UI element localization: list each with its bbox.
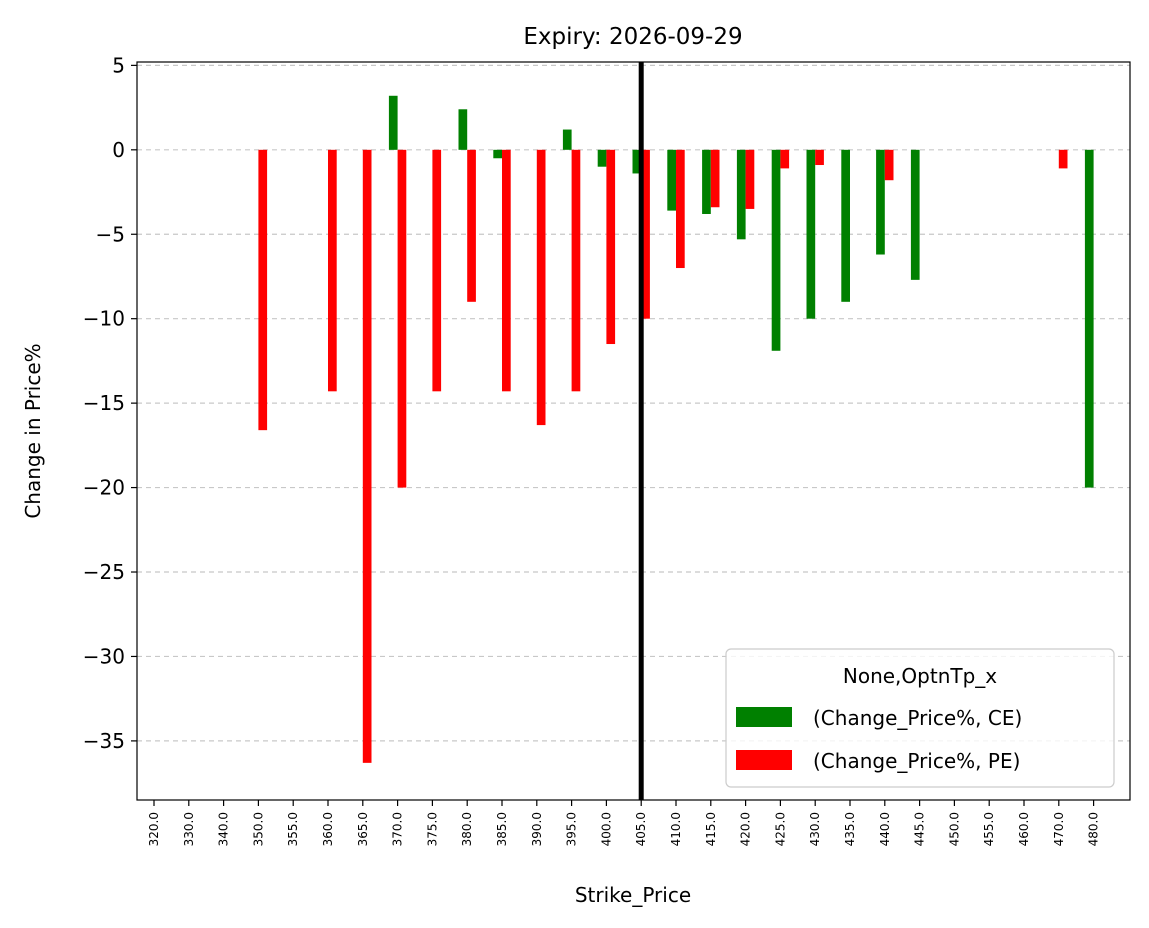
- x-tick-label: 365.0: [356, 812, 370, 846]
- bar-ce-430.0: [806, 149, 816, 319]
- y-tick-label: 0: [112, 138, 125, 162]
- x-tick-label: 430.0: [808, 812, 822, 846]
- bar-ce-410.0: [667, 149, 676, 211]
- bar-ce-440.0: [876, 149, 885, 255]
- chart-title: Expiry: 2026-09-29: [523, 24, 742, 50]
- legend-swatch-ce: [736, 707, 792, 727]
- plot-frame: [136, 61, 1131, 801]
- bar-pe-440.0: [884, 149, 894, 181]
- bar-pe-470.0: [1058, 149, 1068, 169]
- y-tick-label: −15: [83, 391, 125, 415]
- x-tick-label: 390.0: [530, 812, 544, 846]
- x-tick-label: 400.0: [599, 812, 613, 846]
- bar-pe-360.0: [328, 149, 337, 392]
- x-tick-label: 385.0: [495, 812, 509, 846]
- x-tick-label: 425.0: [773, 812, 787, 846]
- bar-ce-445.0: [910, 149, 920, 280]
- legend-label-pe: (Change_Price%, PE): [813, 749, 1020, 773]
- x-tick-label: 455.0: [982, 812, 996, 846]
- bar-pe-400.0: [606, 149, 616, 345]
- bar-pe-380.0: [467, 149, 476, 302]
- bar-pe-390.0: [536, 149, 546, 426]
- legend: None,OptnTp_x (Change_Price%, CE) (Chang…: [725, 648, 1115, 788]
- x-tick-label: 350.0: [251, 812, 265, 846]
- bar-ce-370.0: [388, 95, 398, 150]
- x-tick-label: 415.0: [704, 812, 718, 846]
- x-tick-label: 375.0: [425, 812, 439, 846]
- bar-ce-400.0: [597, 149, 607, 167]
- x-tick-label: 395.0: [565, 812, 579, 846]
- x-axis: 320.0 330.0 340.0 350.0 355.0 360.0 365.0 370.0…: [147, 800, 1101, 846]
- bar-ce-385.0: [493, 149, 502, 159]
- bar-ce-405.0: [632, 149, 642, 174]
- x-tick-label: 480.0: [1087, 812, 1101, 846]
- bar-pe-410.0: [676, 149, 685, 269]
- x-tick-label: 405.0: [634, 812, 648, 846]
- legend-swatch-pe: [736, 750, 792, 770]
- bar-ce-435.0: [841, 149, 850, 302]
- x-tick-label: 440.0: [878, 812, 892, 846]
- y-tick-label: −25: [83, 560, 125, 584]
- bar-pe-425.0: [780, 149, 790, 169]
- legend-frame: [725, 648, 1115, 788]
- x-tick-label: 370.0: [391, 812, 405, 846]
- x-tick-label: 360.0: [321, 812, 335, 846]
- x-tick-label: 445.0: [913, 812, 927, 846]
- x-tick-label: 330.0: [182, 812, 196, 846]
- bar-pe-370.0: [397, 149, 407, 488]
- y-tick-label: −5: [96, 222, 125, 246]
- bar-ce-480.0: [1084, 149, 1094, 488]
- bar-ce-395.0: [562, 129, 572, 150]
- bar-pe-405.0: [641, 149, 650, 319]
- x-tick-label: 355.0: [286, 812, 300, 846]
- x-tick-label: 470.0: [1052, 812, 1066, 846]
- legend-label-ce: (Change_Price%, CE): [813, 706, 1022, 730]
- x-tick-label: 380.0: [460, 812, 474, 846]
- bar-pe-385.0: [502, 149, 511, 392]
- bar-pe-415.0: [710, 149, 720, 208]
- x-tick-label: 435.0: [843, 812, 857, 846]
- y-tick-label: 5: [112, 53, 125, 77]
- x-tick-label: 460.0: [1017, 812, 1031, 846]
- legend-title: None,OptnTp_x: [843, 664, 997, 688]
- y-tick-label: −10: [83, 307, 125, 331]
- bar-pe-395.0: [571, 149, 581, 392]
- bar-ce-380.0: [458, 109, 468, 150]
- y-tick-label: −30: [83, 644, 125, 668]
- bar-ce-420.0: [736, 149, 746, 240]
- bar-ce-415.0: [702, 149, 711, 214]
- y-axis: 5 0 −5 −10 −15 −20 −25 −30 −35: [83, 53, 137, 753]
- bar-pe-365.0: [362, 149, 372, 763]
- x-tick-label: 320.0: [147, 812, 161, 846]
- bar-pe-430.0: [815, 149, 824, 166]
- bar-pe-350.0: [258, 149, 268, 431]
- y-axis-label: Change in Price%: [21, 343, 45, 518]
- bars-group: [258, 95, 1094, 763]
- bar-pe-375.0: [432, 149, 442, 392]
- x-tick-label: 410.0: [669, 812, 683, 846]
- x-tick-label: 420.0: [739, 812, 753, 846]
- x-axis-label: Strike_Price: [575, 883, 691, 907]
- y-tick-label: −20: [83, 476, 125, 500]
- y-tick-label: −35: [83, 729, 125, 753]
- bar-pe-420.0: [745, 149, 755, 209]
- x-tick-label: 340.0: [217, 812, 231, 846]
- bar-ce-425.0: [771, 149, 781, 351]
- x-tick-label: 450.0: [947, 812, 961, 846]
